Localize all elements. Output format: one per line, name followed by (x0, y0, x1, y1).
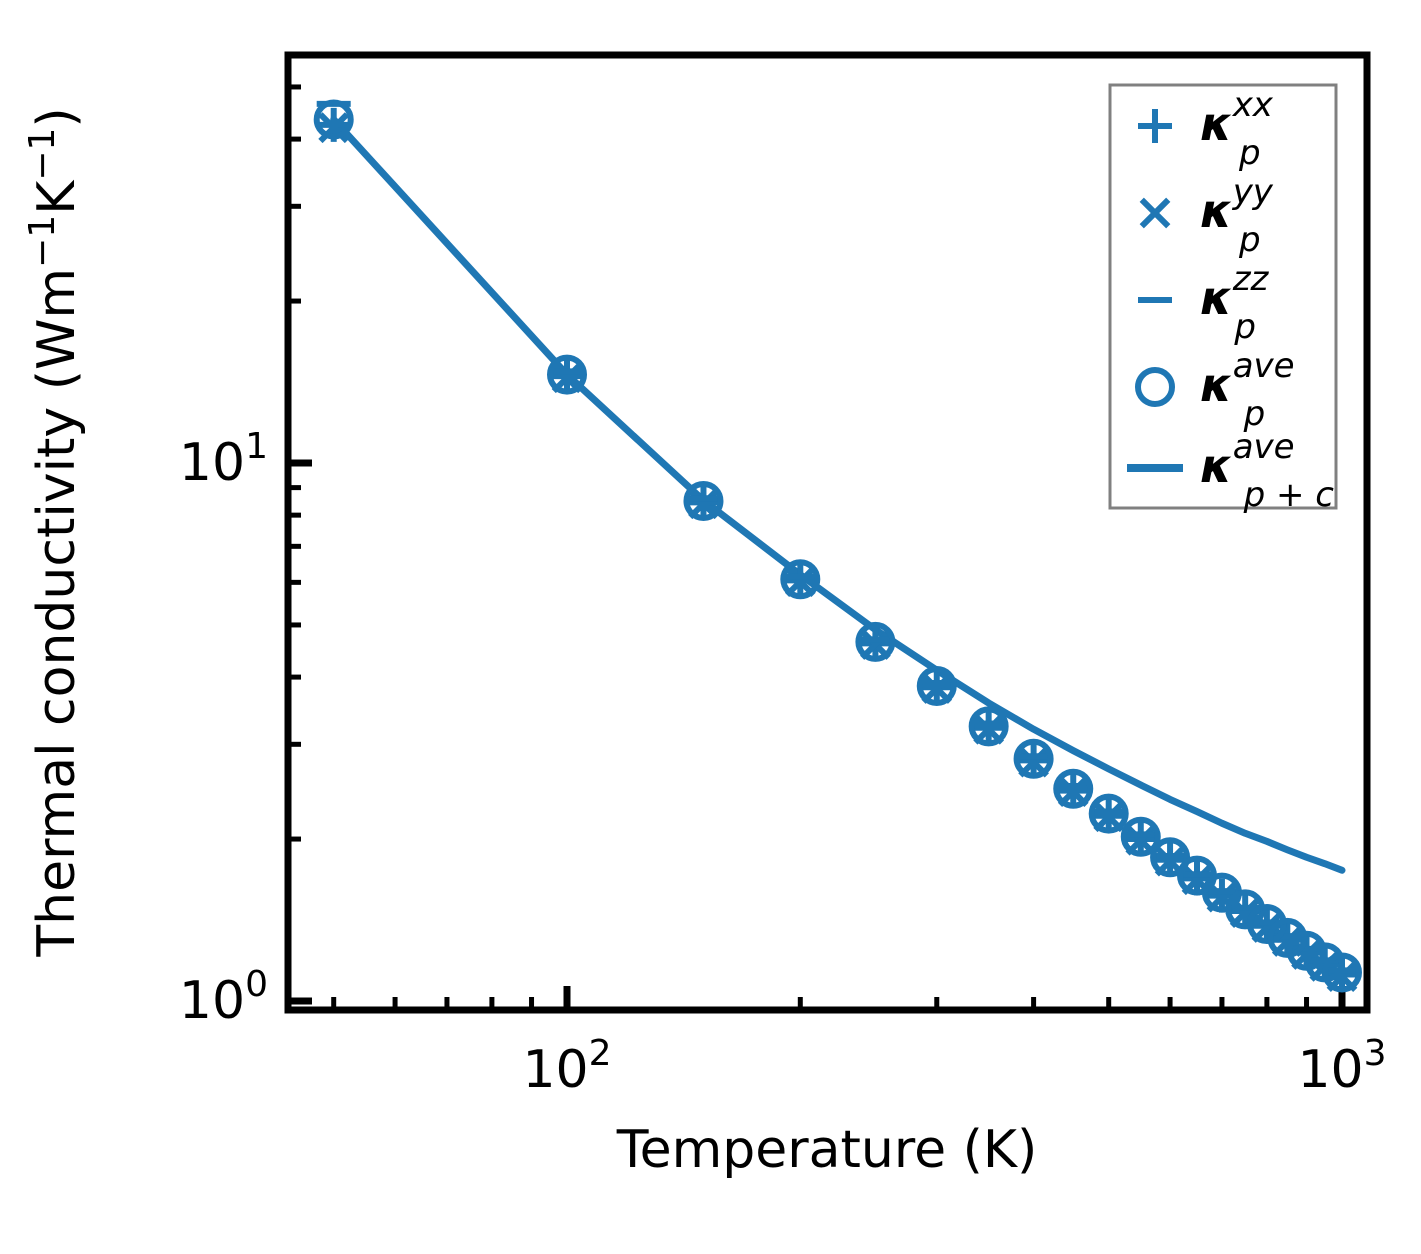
series-markers-group (313, 99, 1362, 993)
legend-entry-4[interactable]: κave p + c (1127, 427, 1334, 515)
legend-entry-3[interactable]: κave p (1135, 346, 1295, 434)
x-tick-label-1000: 103 (1297, 1033, 1386, 1100)
legend-frame (1108, 83, 1338, 510)
series-kappa-p-plus-c-ave (330, 115, 1346, 874)
marker-circle (855, 621, 896, 662)
x-tick-label-100: 102 (522, 1033, 611, 1100)
legend-label-2: κzz p (1200, 259, 1270, 347)
legend-label-1: κyy p (1200, 172, 1274, 260)
marker-circle (313, 99, 354, 140)
marker-circle (968, 706, 1009, 747)
marker-circle (1150, 837, 1191, 878)
marker-circle (1135, 367, 1175, 407)
y-tick-label-1: 100 (179, 964, 268, 1031)
legend-entry-0[interactable]: κxx p (1138, 85, 1274, 173)
legend-entry-2[interactable]: κzz p (1138, 259, 1270, 347)
marker-circle (780, 559, 821, 600)
marker-circle (1013, 738, 1054, 779)
y-tick-labels: 100 101 (179, 426, 268, 1031)
marker-circle (916, 666, 957, 707)
axis-ticks (288, 84, 1346, 1010)
marker-circle (683, 480, 724, 521)
svg-text:Thermal conductivity (Wm−1K−1): Thermal conductivity (Wm−1K−1) (22, 107, 87, 957)
x-tick-labels: 102 103 (522, 1033, 1386, 1100)
marker-circle (547, 354, 587, 395)
y-axis-label: Thermal conductivity (Wm−1K−1) (22, 107, 87, 957)
legend-label-4: κave p + c (1200, 427, 1334, 515)
series-kappa_p^ave (313, 99, 1362, 993)
y-tick-label-10: 101 (179, 426, 268, 493)
legend-entry-1[interactable]: κyy p (1139, 172, 1274, 260)
marker-circle (1120, 816, 1161, 857)
line-kappa-p-plus-c-ave (330, 115, 1346, 874)
legend-label-3: κave p (1200, 346, 1295, 434)
x-axis-label: Temperature (K) (616, 1120, 1038, 1180)
legend-label-0: κxx p (1200, 85, 1274, 173)
marker-circle (1322, 952, 1362, 993)
marker-circle (1088, 793, 1129, 834)
marker-circle (1053, 768, 1094, 809)
marker-cross (1139, 197, 1171, 229)
